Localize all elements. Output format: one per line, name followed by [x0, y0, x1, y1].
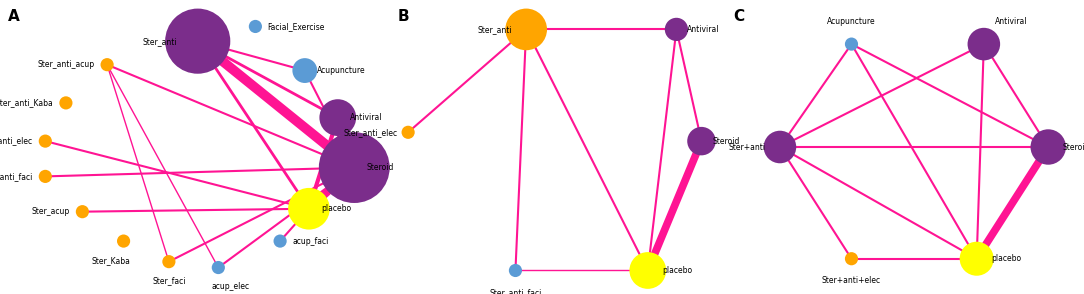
Point — [330, 115, 347, 120]
Text: Ster_Kaba: Ster_Kaba — [92, 256, 131, 265]
Text: B: B — [398, 9, 409, 24]
Text: Ster_anti_faci: Ster_anti_faci — [489, 288, 542, 294]
Text: Ster_anti_faci: Ster_anti_faci — [0, 172, 33, 181]
Point — [1040, 145, 1057, 149]
Point — [346, 165, 363, 170]
Point — [271, 239, 288, 243]
Text: placebo: placebo — [991, 254, 1021, 263]
Text: C: C — [734, 9, 745, 24]
Point — [517, 27, 534, 32]
Text: Acupuncture: Acupuncture — [827, 17, 876, 26]
Point — [399, 130, 416, 135]
Text: Ster_anti_acup: Ster_anti_acup — [38, 60, 94, 69]
Point — [968, 256, 985, 261]
Text: Facial_Exercise: Facial_Exercise — [268, 22, 325, 31]
Point — [99, 62, 116, 67]
Text: acup_faci: acup_faci — [293, 237, 328, 245]
Text: Ster_acup: Ster_acup — [31, 207, 70, 216]
Point — [57, 101, 75, 105]
Text: Antiviral: Antiviral — [350, 113, 383, 122]
Text: Steroid: Steroid — [712, 137, 739, 146]
Point — [37, 139, 54, 143]
Point — [296, 68, 313, 73]
Text: Ster_anti_elec: Ster_anti_elec — [344, 128, 398, 137]
Text: Ster+anti: Ster+anti — [728, 143, 765, 151]
Text: Antiviral: Antiviral — [995, 17, 1027, 26]
Text: placebo: placebo — [321, 204, 351, 213]
Point — [640, 268, 657, 273]
Point — [37, 174, 54, 179]
Point — [693, 139, 710, 143]
Text: Acupuncture: Acupuncture — [318, 66, 365, 75]
Text: Ster_faci: Ster_faci — [152, 276, 185, 285]
Point — [772, 145, 789, 149]
Text: Ster_anti_elec: Ster_anti_elec — [0, 137, 33, 146]
Point — [843, 256, 861, 261]
Point — [247, 24, 264, 29]
Text: Antiviral: Antiviral — [687, 25, 720, 34]
Text: Ster+anti+elec: Ster+anti+elec — [822, 276, 881, 285]
Point — [115, 239, 132, 243]
Text: Steroid: Steroid — [1062, 143, 1084, 151]
Point — [976, 42, 993, 46]
Text: A: A — [9, 9, 20, 24]
Text: acup_elec: acup_elec — [211, 282, 249, 291]
Point — [209, 265, 227, 270]
Point — [300, 206, 318, 211]
Point — [189, 39, 206, 44]
Text: Ster_anti: Ster_anti — [142, 37, 177, 46]
Text: Ster_anti: Ster_anti — [477, 25, 512, 34]
Point — [843, 42, 861, 46]
Text: Ster_anti_Kaba: Ster_anti_Kaba — [0, 98, 53, 107]
Point — [668, 27, 685, 32]
Point — [506, 268, 525, 273]
Point — [160, 259, 178, 264]
Point — [74, 209, 91, 214]
Text: placebo: placebo — [662, 266, 693, 275]
Text: Steroid: Steroid — [366, 163, 393, 172]
